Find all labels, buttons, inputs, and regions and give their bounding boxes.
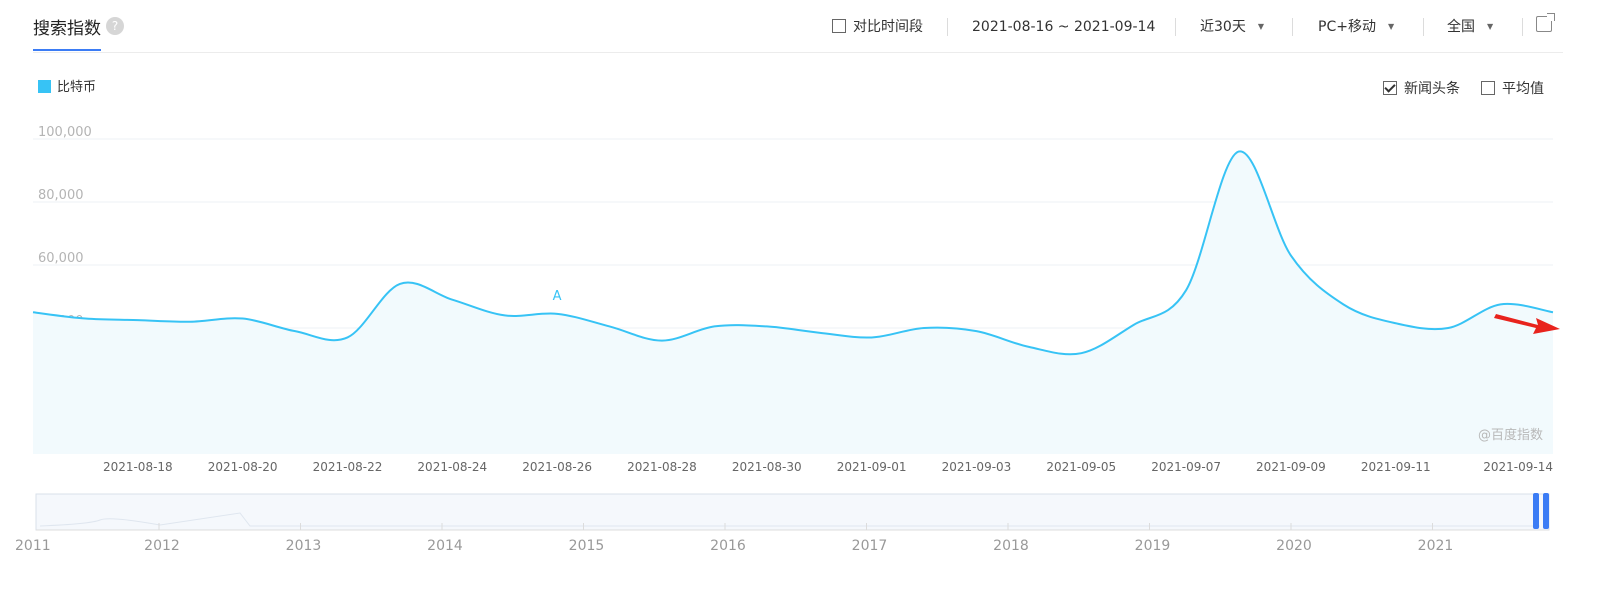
- y-tick-label: 60,000: [38, 251, 84, 266]
- legend-swatch: [38, 80, 51, 93]
- header-divider: [33, 52, 1563, 53]
- header: 搜索指数 ? 对比时间段 2021-08-16 ~ 2021-09-14 近30…: [0, 0, 1619, 54]
- period-dropdown[interactable]: 近30天 ▼: [1200, 17, 1264, 37]
- arrow-shape: [1494, 314, 1560, 334]
- compare-checkbox-icon[interactable]: [832, 19, 846, 33]
- x-tick-label: 2021-08-22: [313, 460, 383, 474]
- legend-label: 比特币: [57, 80, 97, 95]
- year-label: 2014: [427, 538, 463, 554]
- red-arrow-icon: [1494, 314, 1560, 334]
- watermark: @百度指数: [1478, 427, 1543, 443]
- x-tick-label: 2021-08-18: [103, 460, 173, 474]
- year-label: 2012: [144, 538, 180, 554]
- x-axis: 2021-08-18 2021-08-20 2021-08-22 2021-08-24…: [103, 460, 1553, 474]
- device-label: PC+移动: [1318, 19, 1376, 35]
- device-dropdown[interactable]: PC+移动 ▼: [1318, 17, 1394, 37]
- series-area: [33, 151, 1553, 454]
- average-label: 平均值: [1502, 81, 1544, 97]
- overview-navigator[interactable]: [35, 493, 1550, 531]
- year-label: 2021: [1418, 538, 1454, 554]
- page-title: 搜索指数: [33, 19, 101, 39]
- year-label: 2018: [993, 538, 1029, 554]
- year-label: 2020: [1276, 538, 1312, 554]
- chart-legend[interactable]: 比特币: [38, 76, 96, 95]
- annotation-label: A: [553, 289, 562, 304]
- chevron-down-icon: ▼: [1387, 22, 1395, 31]
- title-underline: [33, 49, 101, 51]
- compare-label: 对比时间段: [853, 19, 923, 35]
- y-tick-label: 100,000: [38, 125, 92, 140]
- x-tick-label: 2021-08-28: [627, 460, 697, 474]
- overview-track: [35, 493, 1550, 531]
- x-tick-label: 2021-08-30: [732, 460, 802, 474]
- compare-period-toggle[interactable]: 对比时间段: [832, 17, 923, 37]
- help-icon[interactable]: ?: [106, 17, 124, 35]
- year-label: 2017: [852, 538, 888, 554]
- average-checkbox-icon[interactable]: [1481, 81, 1495, 95]
- year-label: 2011: [15, 538, 51, 554]
- annotations: A: [553, 289, 562, 304]
- separator: [1292, 18, 1293, 36]
- separator: [1522, 18, 1523, 36]
- x-tick-label: 2021-09-14: [1483, 460, 1553, 474]
- overview-handle-right: [1543, 493, 1549, 529]
- x-tick-label: 2021-08-26: [522, 460, 592, 474]
- x-tick-label: 2021-09-03: [942, 460, 1012, 474]
- region-label: 全国: [1447, 19, 1475, 35]
- average-toggle[interactable]: 平均值: [1481, 78, 1544, 98]
- series-points: [32, 151, 1554, 354]
- chevron-down-icon: ▼: [1487, 22, 1494, 31]
- x-tick-label: 2021-09-05: [1046, 460, 1116, 474]
- overview-handle-left: [1533, 493, 1539, 529]
- overview-sparkline: [39, 512, 1540, 527]
- separator: [1175, 18, 1176, 36]
- year-label: 2015: [569, 538, 605, 554]
- date-range-picker[interactable]: 2021-08-16 ~ 2021-09-14: [972, 19, 1156, 35]
- year-label: 2016: [710, 538, 746, 554]
- y-tick-label: 80,000: [38, 188, 84, 203]
- export-icon[interactable]: [1536, 13, 1555, 32]
- x-tick-label: 2021-08-20: [208, 460, 278, 474]
- news-headlines-toggle[interactable]: 新闻头条: [1383, 78, 1460, 98]
- x-tick-label: 2021-08-24: [417, 460, 487, 474]
- x-tick-label: 2021-09-11: [1361, 460, 1431, 474]
- x-tick-label: 2021-09-01: [837, 460, 907, 474]
- overview-year-axis: 2011 2012 2013 2014 2015 2016 2017 2018 2019 2020…: [15, 523, 1549, 554]
- year-label: 2013: [286, 538, 322, 554]
- separator: [1423, 18, 1424, 36]
- x-tick-label: 2021-09-07: [1151, 460, 1221, 474]
- period-label: 近30天: [1200, 19, 1246, 35]
- chevron-down-icon: ▼: [1257, 22, 1264, 31]
- news-label: 新闻头条: [1404, 81, 1460, 97]
- year-label: 2019: [1135, 538, 1171, 554]
- news-checkbox-icon[interactable]: [1383, 81, 1397, 95]
- x-tick-label: 2021-09-09: [1256, 460, 1326, 474]
- region-dropdown[interactable]: 全国 ▼: [1447, 17, 1493, 37]
- separator: [947, 18, 948, 36]
